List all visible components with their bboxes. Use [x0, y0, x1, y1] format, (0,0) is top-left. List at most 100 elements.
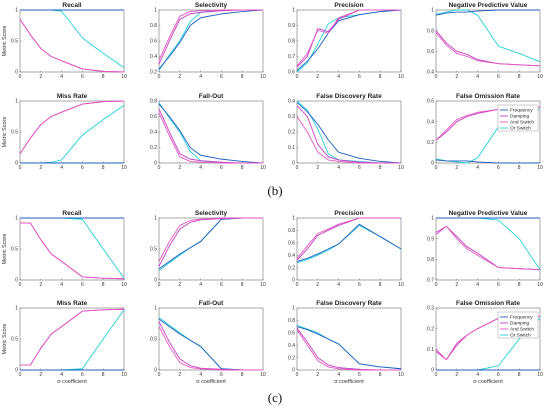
- y-tick-label: 0.5: [11, 337, 18, 343]
- subplot-title: Selectivity: [195, 210, 228, 217]
- x-tick-label: 8: [379, 372, 382, 378]
- legend-entry: Or Switch: [510, 333, 531, 339]
- series-line-and-switch: [158, 9, 263, 61]
- x-tick-label: 4: [199, 282, 202, 288]
- x-tick-label: 8: [102, 282, 105, 288]
- y-axis-label: Metric Score: [2, 324, 8, 355]
- subplot-title: Miss Rate: [57, 93, 88, 100]
- subplot-fall-out: Fall-Out 0 2 4 6 8 10 0 0.2 0.4 0.6 0.8: [150, 93, 266, 171]
- x-tick-label: 6: [220, 372, 223, 378]
- y-tick-label: 0: [154, 278, 157, 284]
- x-tick-label: 2: [455, 372, 458, 378]
- x-tick-label: 2: [39, 74, 42, 80]
- subplot-miss-rate: Miss Rate 0 2 4 6 8 10 0 0.5 1 Metric Score σ coeff…: [2, 300, 127, 385]
- x-tick-label: 2: [39, 165, 42, 171]
- subplot-precision: Precision 0 2 4 6 8 10 0 0.2 0.4 0.6 0.8 1: [288, 210, 404, 288]
- subplot-title: Negative Predictive Value: [449, 210, 528, 217]
- y-tick-label: 0: [15, 161, 18, 167]
- plot-area: [158, 100, 264, 164]
- y-tick-label: 0.7: [427, 278, 434, 284]
- x-tick-label: 0: [296, 282, 299, 288]
- plot-area: [296, 100, 402, 164]
- y-tick-label: 0.6: [288, 70, 295, 76]
- x-tick-label: 2: [39, 372, 42, 378]
- subplot-title: Fall-Out: [199, 93, 224, 100]
- plot-area: [158, 217, 264, 281]
- x-tick-label: 2: [455, 165, 458, 171]
- y-tick-label: 0.2: [427, 326, 434, 332]
- y-tick-label: 0.3: [288, 114, 295, 120]
- plot-area: [19, 307, 125, 371]
- y-tick-label: 0.2: [288, 355, 295, 361]
- x-tick-label: 4: [60, 74, 63, 80]
- y-tick-label: 0.4: [150, 54, 157, 60]
- plot-area: [158, 307, 264, 371]
- y-tick-label: 0.6: [288, 331, 295, 337]
- y-tick-label: 1: [431, 216, 434, 222]
- y-tick-label: 0: [154, 368, 157, 374]
- subplot-title: Fall-Out: [199, 300, 224, 307]
- plot-area: [158, 9, 264, 73]
- x-tick-label: 10: [537, 282, 543, 288]
- panel-label: (b): [267, 183, 282, 198]
- series-line-frequency: [296, 102, 402, 164]
- y-tick-label: 0: [431, 161, 434, 167]
- y-tick-label: 0.9: [288, 23, 295, 29]
- series-line-and-switch: [296, 217, 401, 259]
- y-tick-label: 0.6: [427, 49, 434, 55]
- x-tick-label: 4: [337, 74, 340, 80]
- x-tick-label: 4: [476, 74, 479, 80]
- x-tick-label: 6: [220, 74, 223, 80]
- legend-entry: Damping: [510, 114, 530, 120]
- plot-area: [19, 217, 125, 281]
- subplot-title: Precision: [334, 2, 363, 9]
- subplot-false-discovery-rate: False Discovery Rate 0 2 4 6 8 10 0 0.2 0.4 0.6 0.8…: [288, 300, 404, 385]
- plot-area: [435, 9, 541, 73]
- x-tick-label: 4: [476, 372, 479, 378]
- x-tick-label: 0: [158, 165, 161, 171]
- series-line-frequency: [158, 103, 264, 164]
- y-tick-label: 0.5: [11, 247, 18, 253]
- y-tick-label: 0.4: [288, 253, 295, 259]
- x-tick-label: 4: [199, 74, 202, 80]
- x-tick-label: 6: [220, 282, 223, 288]
- y-tick-label: 0.3: [427, 306, 434, 312]
- x-axis-label: σ coefficient: [57, 379, 87, 385]
- series-line-frequency: [435, 159, 540, 164]
- plot-area: [296, 9, 402, 73]
- x-tick-label: 2: [178, 74, 181, 80]
- x-tick-label: 8: [518, 74, 521, 80]
- x-tick-label: 0: [158, 74, 161, 80]
- x-tick-label: 0: [19, 282, 22, 288]
- legend-entry: Damping: [510, 321, 530, 327]
- x-tick-label: 0: [435, 165, 438, 171]
- x-tick-label: 2: [316, 282, 319, 288]
- x-tick-label: 2: [178, 165, 181, 171]
- y-axis-label: Metric Score: [2, 26, 8, 57]
- x-tick-label: 0: [19, 74, 22, 80]
- y-tick-label: 0.2: [150, 145, 157, 151]
- panel-label: (c): [268, 390, 282, 405]
- y-tick-label: 1: [15, 216, 18, 222]
- y-tick-label: 0.6: [150, 39, 157, 45]
- y-tick-label: 0: [15, 70, 18, 76]
- x-tick-label: 8: [379, 165, 382, 171]
- x-tick-label: 8: [518, 282, 521, 288]
- subplot-false-omission-rate: False Omission Rate 0 2 4 6 8 10 0 0.2 0.4 0.6 Freq…: [427, 93, 543, 171]
- y-tick-label: 1: [431, 8, 434, 14]
- y-tick-label: 0.5: [150, 247, 157, 253]
- subplot-title: False Omission Rate: [456, 93, 520, 100]
- x-tick-label: 6: [358, 282, 361, 288]
- x-tick-label: 8: [241, 282, 244, 288]
- series-line-frequency: [296, 326, 402, 370]
- series-line-and-switch: [158, 112, 263, 164]
- x-axis-label: σ coefficient: [196, 379, 226, 385]
- y-tick-label: 0.5: [11, 39, 18, 45]
- x-tick-label: 2: [316, 372, 319, 378]
- subplot-title: Miss Rate: [57, 300, 88, 307]
- subplot-title: Precision: [334, 210, 363, 217]
- plot-area: [19, 9, 125, 73]
- x-tick-label: 10: [121, 74, 127, 80]
